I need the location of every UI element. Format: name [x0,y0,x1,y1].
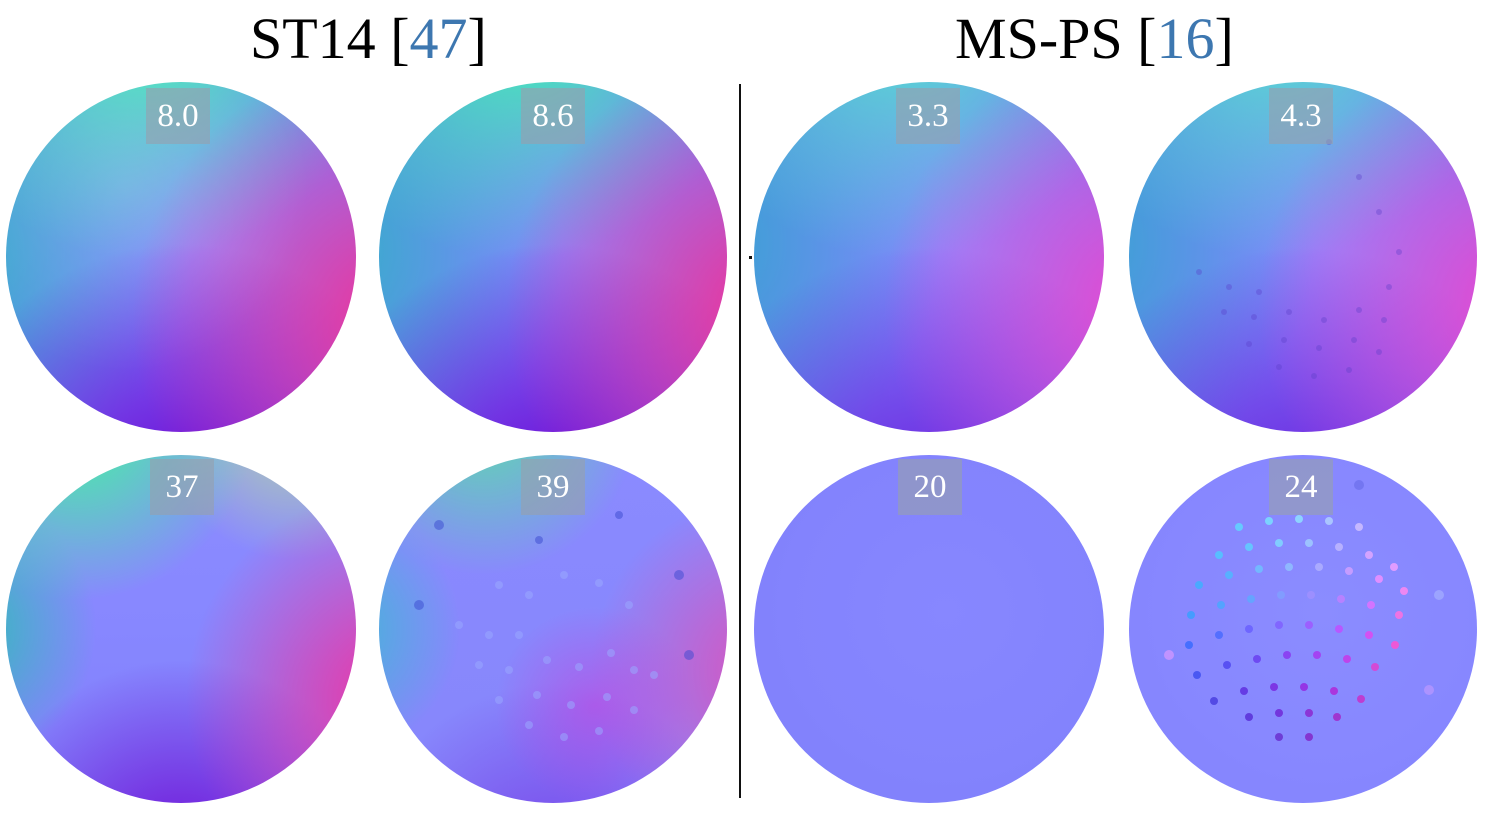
error-score-badge: 8.6 [521,88,585,144]
error-score-badge: 20 [898,459,962,515]
column-divider [739,84,741,798]
surface-dot-pattern [414,511,694,741]
surface-dot-pattern [1164,480,1444,741]
normal-map-sphere: 3.3 [754,82,1104,432]
left-column-title: ST14 [47] [250,4,487,74]
error-score-badge: 3.3 [896,88,960,144]
error-score-badge: 24 [1269,459,1333,515]
error-score-badge: 4.3 [1269,88,1333,144]
error-score-badge: 37 [150,459,214,515]
normal-map-sphere: 20 [754,455,1104,803]
surface-dot-pattern [1196,139,1402,379]
error-score-badge: 39 [521,459,585,515]
right-bracket-close: ] [1214,6,1234,71]
right-column-title: MS-PS [16] [955,4,1234,74]
error-score-badge: 8.0 [146,88,210,144]
normal-map-sphere: 24 [1129,455,1477,803]
normal-map-sphere: 39 [379,455,727,803]
normal-map-sphere: 37 [6,455,356,803]
tick-mark [749,256,752,259]
normal-map-sphere: 8.6 [379,82,727,432]
left-method-name: ST14 [250,6,376,71]
left-citation-link[interactable]: 47 [409,6,468,71]
left-bracket-open: [ [375,6,410,71]
right-method-name: MS-PS [955,6,1123,71]
left-bracket-close: ] [467,6,487,71]
right-bracket-open: [ [1122,6,1157,71]
normal-map-sphere: 4.3 [1129,82,1477,432]
right-citation-link[interactable]: 16 [1156,6,1215,71]
normal-map-sphere: 8.0 [6,82,356,432]
